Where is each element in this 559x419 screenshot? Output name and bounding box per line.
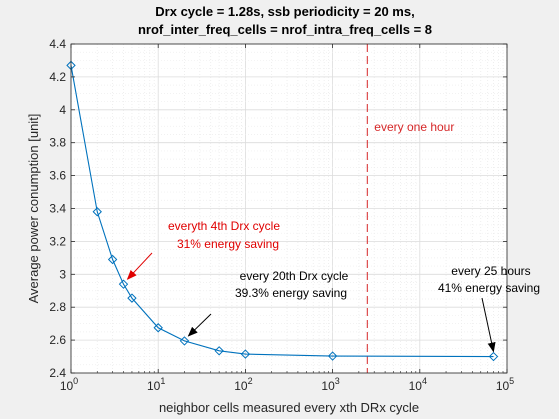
data-point-marker [488, 351, 499, 362]
data-point-marker [327, 351, 338, 361]
grid [70, 43, 507, 374]
x-tick-exponent: 5 [509, 376, 514, 386]
x-tick-label: 104 [409, 376, 427, 393]
annotation-text: 31% energy saving [177, 237, 279, 251]
x-axis-title: neighbor cells measured every xth DRx cy… [159, 400, 419, 415]
annotation-text: 39.3% energy saving [235, 286, 347, 300]
annotation-text: every 20th Drx cycle [240, 269, 349, 283]
y-tick-label: 2.4 [49, 366, 66, 380]
data-point-marker [127, 293, 137, 303]
x-tick-exponent: 1 [160, 376, 165, 386]
data-point-marker [107, 254, 118, 265]
series-line [70, 65, 494, 358]
y-tick-label: 3.4 [49, 202, 66, 216]
annotations: every one hour everyth 4th Drx cycle 31% e… [126, 120, 540, 353]
annotation-arrow [187, 313, 212, 337]
x-tick-base: 10 [496, 379, 510, 393]
y-tick-label: 3.8 [49, 136, 66, 150]
series-layer [66, 60, 499, 362]
data-point-marker [92, 207, 102, 217]
chart-title-line1: Drx cycle = 1.28s, ssb periodicity = 20 … [155, 4, 414, 19]
x-tick-labels: 100 101 102 103 104 105 [60, 376, 514, 393]
x-tick-exponent: 4 [422, 376, 427, 386]
x-tick-base: 10 [234, 379, 248, 393]
data-point-marker [179, 336, 190, 346]
tick-marks [70, 43, 508, 374]
y-tick-label: 3.6 [49, 169, 66, 183]
data-point-marker [240, 349, 251, 359]
x-tick-label: 103 [321, 376, 339, 393]
data-point-marker [153, 323, 163, 333]
x-tick-exponent: 0 [73, 376, 78, 386]
annotation-text: every 25 hours [451, 264, 530, 278]
y-tick-label: 2.8 [49, 300, 66, 314]
x-tick-exponent: 3 [335, 376, 340, 386]
x-tick-base: 10 [147, 379, 161, 393]
data-point-marker [214, 346, 224, 356]
y-tick-labels: 2.4 2.6 2.8 3 3.2 3.4 3.6 3.8 4 4.2 4.4 [49, 37, 66, 380]
one-hour-label: every one hour [374, 120, 454, 134]
y-axis-title: Average power conumption [unit] [26, 114, 41, 304]
y-tick-label: 4.4 [49, 37, 66, 51]
y-tick-label: 4 [59, 103, 66, 117]
data-point-marker [118, 279, 129, 289]
annotation-arrow [481, 297, 496, 353]
x-tick-label: 105 [496, 376, 514, 393]
x-tick-label: 100 [60, 376, 78, 393]
x-tick-label: 102 [234, 376, 252, 393]
y-tick-label: 4.2 [49, 70, 66, 84]
y-tick-label: 3.2 [49, 234, 66, 248]
annotation-arrow [126, 252, 153, 280]
annotation-text: everyth 4th Drx cycle [168, 219, 280, 233]
x-tick-exponent: 2 [248, 376, 253, 386]
x-tick-base: 10 [321, 379, 335, 393]
chart-title-line2: nrof_inter_freq_cells = nrof_intra_freq_… [138, 22, 432, 37]
y-tick-label: 3 [59, 267, 66, 281]
y-tick-label: 2.6 [49, 333, 66, 347]
x-tick-label: 101 [147, 376, 165, 393]
x-tick-base: 10 [409, 379, 423, 393]
x-tick-base: 10 [60, 379, 74, 393]
annotation-text: 41% energy saving [438, 281, 540, 295]
